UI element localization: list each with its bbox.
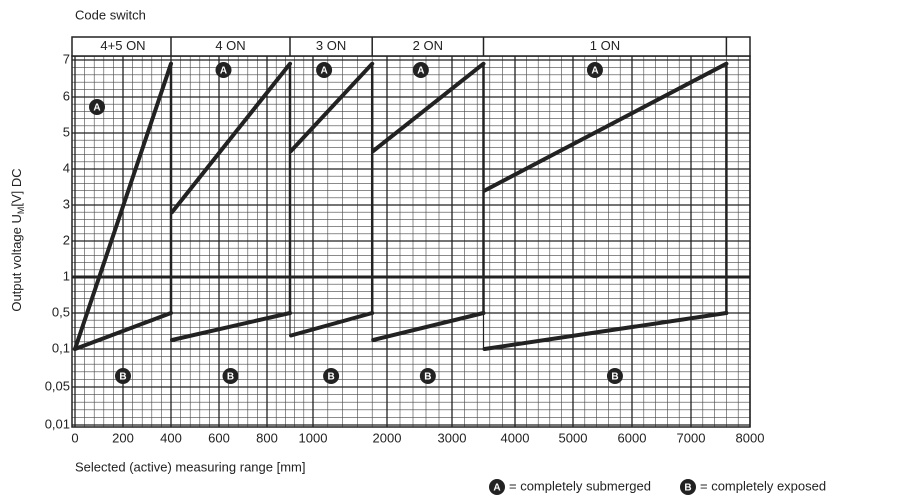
line-submerged <box>170 61 292 215</box>
symbol-circle <box>115 368 131 384</box>
x-tick-label: 0 <box>71 430 78 445</box>
x-tick-label: 1000 <box>299 430 328 445</box>
symbol-letter: B <box>684 483 691 494</box>
symbol-letter: B <box>327 372 334 383</box>
y-tick-label: 2 <box>63 232 70 247</box>
y-tick-label: 7 <box>63 51 70 66</box>
symbol-circle <box>586 62 603 78</box>
y-tick-label: 0,01 <box>45 416 70 431</box>
line-submerged <box>482 61 729 193</box>
key-label: = completely submerged <box>509 478 651 493</box>
header-frame <box>71 36 751 57</box>
x-axis-label: Selected (active) measuring range [mm] <box>75 459 305 474</box>
y-tick-label: 0,5 <box>52 304 70 319</box>
symbol-letter: B <box>611 372 618 383</box>
symbol-letter: A <box>220 66 227 77</box>
y-label-sub: M <box>16 207 26 215</box>
line-exposed <box>482 311 729 351</box>
symbol-circle <box>412 62 429 78</box>
chart-title: Code switch <box>75 7 146 22</box>
line-submerged <box>371 61 486 153</box>
switch-label: 4 ON <box>215 38 245 53</box>
symbol-letter: A <box>93 103 100 114</box>
symbol-circle <box>419 368 436 384</box>
symbol-circle <box>606 368 623 384</box>
y-label-main: Output voltage U <box>9 214 24 312</box>
line-submerged <box>289 61 375 153</box>
x-tick-label: 400 <box>160 430 182 445</box>
y-tick-label: 5 <box>63 124 70 139</box>
symbol-circle <box>222 368 239 384</box>
switch-label: 4+5 ON <box>100 38 145 53</box>
line-exposed <box>289 311 375 338</box>
symbol-circle <box>316 62 333 78</box>
x-tick-label: 800 <box>256 430 278 445</box>
symbol-letter: B <box>227 372 234 383</box>
y-tick-label: 4 <box>63 160 70 175</box>
switch-label: 1 ON <box>590 38 620 53</box>
x-tick-label: 200 <box>112 430 134 445</box>
x-tick-label: 6000 <box>618 430 647 445</box>
x-tick-label: 4000 <box>501 430 530 445</box>
symbol-circle <box>680 479 696 495</box>
x-tick-label: 7000 <box>677 430 706 445</box>
symbol-circle <box>489 479 505 495</box>
line-exposed <box>371 311 486 342</box>
x-tick-label: 3000 <box>438 430 467 445</box>
y-tick-label: 6 <box>63 88 70 103</box>
y-axis-label: Output voltage UM[V] DC <box>9 168 26 311</box>
symbol-letter: A <box>493 483 500 494</box>
line-submerged <box>73 61 173 351</box>
x-tick-label: 2000 <box>373 430 402 445</box>
y-tick-label: 3 <box>63 196 70 211</box>
switch-label: 3 ON <box>316 38 346 53</box>
symbol-letter: B <box>119 372 126 383</box>
x-tick-label: 600 <box>208 430 230 445</box>
key-label: = completely exposed <box>700 478 826 493</box>
symbol-circle <box>215 62 232 78</box>
symbol-circle <box>89 99 105 115</box>
symbol-letter: A <box>417 66 424 77</box>
line-exposed <box>170 311 292 342</box>
symbol-letter: A <box>320 66 327 77</box>
line-exposed <box>73 311 173 351</box>
y-label-end: [V] DC <box>9 168 24 206</box>
x-tick-label: 5000 <box>559 430 588 445</box>
symbol-circle <box>323 368 340 384</box>
symbol-letter: A <box>591 66 598 77</box>
y-tick-label: 1 <box>63 268 70 283</box>
switch-label: 2 ON <box>413 38 443 53</box>
y-tick-label: 0,05 <box>45 378 70 393</box>
symbol-letter: B <box>424 372 431 383</box>
y-tick-label: 0,1 <box>52 340 70 355</box>
x-tick-label: 8000 <box>736 430 765 445</box>
